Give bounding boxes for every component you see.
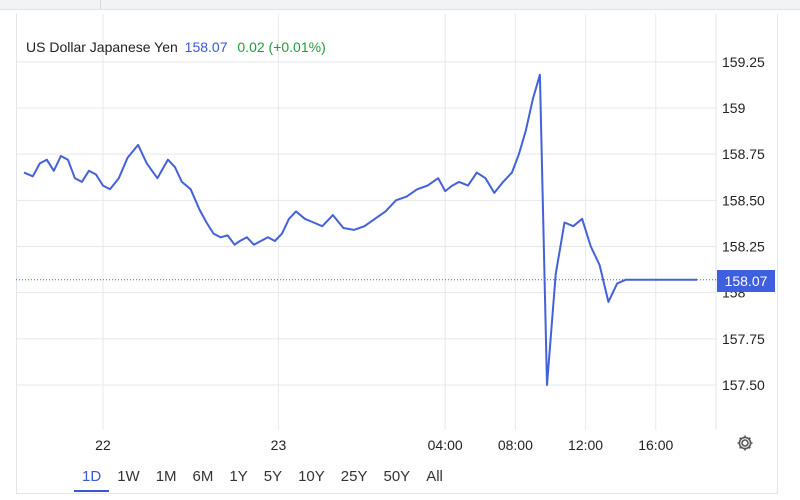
range-tab-50y[interactable]: 50Y [383,468,411,485]
range-tab-6m[interactable]: 6M [192,468,214,485]
price-change: 0.02 (+0.01%) [237,39,326,55]
y-tick-label: 159.25 [722,54,765,70]
current-price-tag: 158.07 [717,270,775,292]
range-tab-1d[interactable]: 1D [74,462,110,492]
x-tick-label: 12:00 [568,437,603,453]
tab-edge [100,0,101,9]
x-tick-label: 16:00 [638,437,673,453]
y-tick-label: 158.50 [722,192,765,208]
symbol-name: US Dollar Japanese Yen [26,39,178,55]
chart-frame [16,14,778,494]
top-tab-strip [0,0,800,10]
range-tab-1m[interactable]: 1M [155,468,177,485]
y-tick-label: 158.75 [722,146,765,162]
range-tab-1y[interactable]: 1Y [229,468,248,485]
y-tick-label: 158.25 [722,239,765,255]
y-tick-label: 159 [722,100,746,116]
chart-grid [16,14,717,430]
last-price: 158.07 [184,39,228,55]
x-tick-label: 08:00 [498,437,533,453]
range-tab-5y[interactable]: 5Y [263,468,283,485]
time-range-tabs: 1D 1W 1M 6M 1Y 5Y 10Y 25Y 50Y All [74,462,451,492]
x-axis: 22 23 04:00 08:00 12:00 16:00 [95,437,673,453]
range-tab-1w[interactable]: 1W [117,468,140,485]
range-tab-10y[interactable]: 10Y [298,468,325,485]
tab-strip-border [0,9,800,10]
range-tab-25y[interactable]: 25Y [340,468,368,485]
y-tick-label: 157.75 [722,331,765,347]
y-tick-label: 157.50 [722,377,765,393]
chart-legend: US Dollar Japanese Yen 158.07 0.02 (+0.0… [26,39,326,55]
y-axis: 157.50157.75158158.25158.50158.75159159.… [722,54,765,393]
x-tick-label: 04:00 [428,437,463,453]
range-tab-all[interactable]: All [426,468,443,485]
x-tick-label: 23 [271,437,287,453]
price-series-line [23,73,697,386]
gear-icon[interactable] [735,433,755,453]
x-tick-label: 22 [95,437,111,453]
